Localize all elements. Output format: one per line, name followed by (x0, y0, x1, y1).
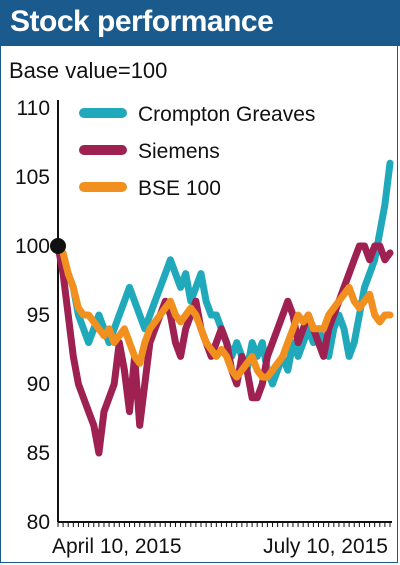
y-tick-label: 105 (15, 166, 50, 189)
y-tick-label: 100 (15, 235, 50, 258)
y-tick-label: 110 (17, 97, 50, 120)
legend: Crompton Greaves Siemens BSE 100 (79, 103, 315, 200)
axes (57, 100, 392, 527)
y-tick-label: 80 (27, 511, 50, 534)
series-line-bse-100 (54, 242, 394, 381)
legend-label-bse-100: BSE 100 (138, 177, 221, 200)
chart-title: Stock performance (10, 5, 274, 38)
series-lines (50, 159, 394, 457)
x-tick-label-start: April 10, 2015 (52, 535, 182, 558)
x-tick-label-end: July 10, 2015 (263, 535, 388, 558)
chart-subtitle: Base value=100 (9, 58, 168, 83)
y-tick-label: 95 (27, 304, 50, 327)
title-bar: Stock performance (0, 0, 400, 46)
y-tick-label: 90 (27, 373, 50, 396)
legend-label-crompton-greaves: Crompton Greaves (138, 103, 315, 126)
y-tick-labels: 110 105 100 95 90 85 80 (15, 97, 50, 534)
x-tick-labels: April 10, 2015 July 10, 2015 (52, 535, 388, 558)
y-tick-label: 85 (27, 442, 50, 465)
base-value-marker (50, 238, 66, 254)
legend-label-siemens: Siemens (138, 140, 220, 163)
